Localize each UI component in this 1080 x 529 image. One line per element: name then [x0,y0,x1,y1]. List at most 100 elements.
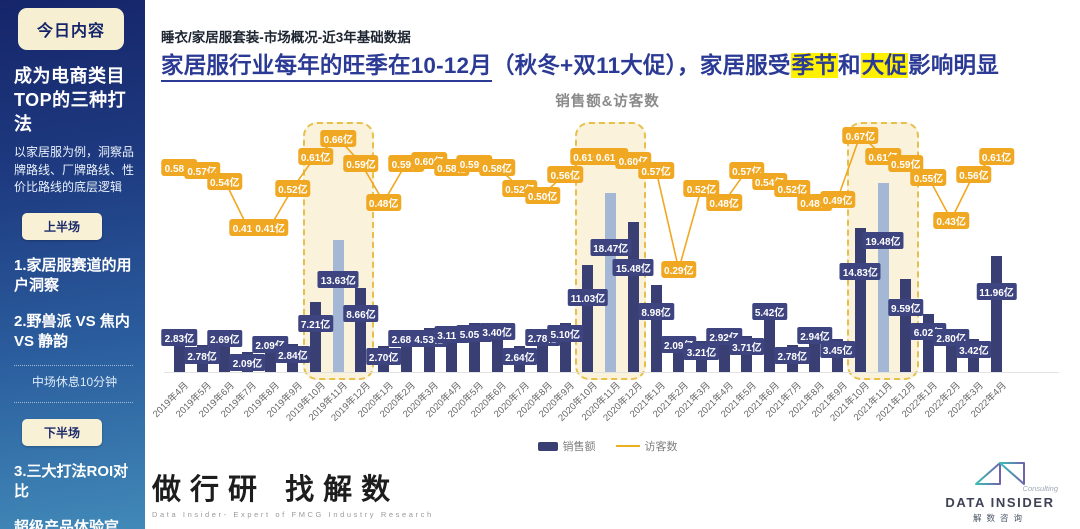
footer-right-logo-cn: 解数咨询 [972,513,1027,523]
sales-bar [945,344,957,372]
sales-bar-label: 3.42亿 [956,340,992,358]
sales-bar-label: 2.78亿 [184,347,220,365]
title-underlined-part: 家居服行业每年的旺季在10-12月 [161,53,492,82]
sales-bar-label: 11.03亿 [567,289,609,307]
sales-bar [900,278,912,372]
sidebar-heading: 成为电商类目 TOP的三种打法 [14,64,135,136]
sales-bar [219,345,231,372]
legend-line-swatch-icon [615,445,640,447]
visitors-point-label: 0.55亿 [910,169,947,187]
visitors-point-label: 0.29亿 [661,261,697,279]
legend-item-sales: 销售额 [537,438,596,454]
visitors-point-label: 0.59亿 [343,155,379,173]
sales-bar-label: 7.21亿 [297,315,334,333]
sales-bar [627,221,639,372]
bowtie-logo-icon [975,462,1025,485]
sales-bar [764,319,776,372]
visitors-point-label: 0.48亿 [365,194,402,212]
sales-bar-label: 14.83亿 [839,263,881,281]
agenda-item-3: 3.三大打法ROI对比 [14,462,129,500]
agenda-item-4: 超级产品体验官 [14,519,120,529]
sales-bar-label: 3.71亿 [729,338,765,355]
sales-bar-label: 2.09亿 [229,353,266,371]
sales-bar [491,339,503,372]
sales-bar [559,322,571,372]
agenda-item-2: 2.野兽派 VS 焦内 VS 静韵 [14,313,130,351]
sales-bar-label: 2.64亿 [502,348,538,366]
visitors-point-label: 0.50亿 [524,187,561,204]
sales-bar [854,228,866,372]
visitors-point-label: 0.59亿 [888,155,924,173]
visitors-point-label: 0.61亿 [978,148,1015,166]
footer-left-logo: 做行研 找解数 Data Insider- Expert of FMCG Ind… [152,466,434,519]
page-title: 家居服行业每年的旺季在10-12月（秋冬+双11大促），家居服受季节和大促影响明… [161,48,1066,82]
sidebar-title-badge: 今日内容 [18,8,125,50]
visitors-point-label: 0.52亿 [774,179,810,197]
visitors-point-label: 0.52亿 [275,179,311,197]
sales-bar-label: 9.59亿 [888,298,924,316]
sales-bar-label: 15.48亿 [612,258,654,276]
sales-bar [468,323,480,372]
visitors-point-label: 0.48亿 [706,194,742,212]
sales-bar-label: 3.45亿 [819,340,856,358]
sidebar-description: 以家居服为例，洞察品牌路线、厂牌路线、性价比路线的底层逻辑 [14,145,135,195]
sales-bar-label: 8.98亿 [638,303,674,321]
second-half-badge: 下半场 [22,418,103,446]
sales-bar [991,255,1003,372]
sales-bar [310,302,322,372]
footer-right-logo-name: DATA INSIDER [945,495,1055,510]
chart-legend: 销售额 访客数 [150,438,1065,454]
sales-bar [423,328,435,372]
sales-bar [264,351,276,372]
sales-bar [673,351,685,372]
sidebar-heading-line1: 成为电商类目 [14,66,125,86]
visitors-point-label: 0.56亿 [547,165,583,183]
sales-bar [173,344,185,372]
title-tail-part: 影响明显 [908,53,999,78]
chart-plot: 2019年4月 2019年5月 2019年6月 2019年7月 2019年8月 2019年… [150,88,1065,460]
visitors-point-label: 0.49亿 [819,190,856,208]
sales-bar-label: 3.21亿 [683,342,720,360]
title-mid-part: （秋冬+双11大促），家居服受 [491,53,791,78]
consulting-label: Consulting [1022,484,1058,493]
agenda-item-1: 1.家居服赛道的用户洞察 [14,256,132,294]
x-axis-line [164,372,1059,373]
visitors-point-label: 0.57亿 [638,162,674,180]
chart-title: 销售额&访客数 [555,94,660,110]
chart: 销售额&访客数 2019年4月 2019年5月 2019年6月 2019年7月 2019… [150,88,1065,460]
sales-bar-label: 2.84亿 [275,346,311,364]
visitors-point-label: 0.56亿 [956,165,992,183]
visitors-point-label: 0.52亿 [683,179,720,197]
sidebar: 今日内容 成为电商类目 TOP的三种打法 以家居服为例，洞察品牌路线、厂牌路线、… [0,0,145,529]
sales-bar-label: 5.42亿 [751,303,788,321]
legend-bar-label: 销售额 [562,441,596,453]
legend-bar-swatch-icon [537,441,558,451]
title-and: 和 [838,53,861,78]
sales-bar-label: 2.69亿 [207,329,243,347]
sales-bar [400,346,412,372]
sales-bar [332,239,344,372]
sales-bar [922,313,934,372]
divider [14,401,133,403]
sales-bar-label: 2.94亿 [797,327,833,345]
sales-bar [537,345,549,372]
sidebar-heading-line2: TOP的三种打法 [14,90,127,135]
visitors-point-label: 0.58亿 [479,158,515,176]
visitors-point-label: 0.61亿 [297,148,334,166]
legend-line-label: 访客数 [644,441,678,453]
sales-bar [809,343,821,372]
sales-bar-label: 2.83亿 [161,328,198,346]
footer-left-logo-text: 做行研 找解数 [152,472,400,506]
visitors-point-label: 0.54亿 [207,172,243,190]
sales-bar [446,341,458,372]
sales-bar [605,192,617,372]
sales-bar-label: 2.78亿 [774,347,810,365]
first-half-badge: 上半场 [22,212,103,240]
footer-right-logo: Consulting DATA INSIDER 解数咨询 [940,458,1060,524]
sales-bar-label: 19.48亿 [862,231,904,249]
sales-bar-label: 8.66亿 [343,305,379,323]
visitors-point-label: 0.41亿 [252,218,288,236]
sales-bar [650,284,662,372]
sales-bar [355,287,367,372]
sales-bar [582,265,594,372]
